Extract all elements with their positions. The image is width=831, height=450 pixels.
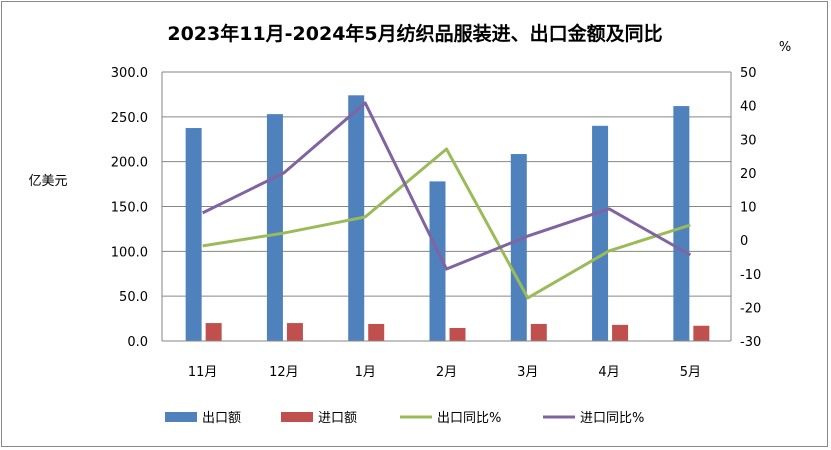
bar-export bbox=[266, 114, 283, 341]
bar-export bbox=[185, 128, 202, 341]
line-export-yoy bbox=[202, 147, 691, 300]
y2-tick-label: 0 bbox=[740, 234, 748, 249]
bar-import bbox=[368, 323, 385, 341]
bar-export bbox=[429, 181, 446, 341]
chart-title: 2023年11月-2024年5月纺织品服装进、出口金额及同比 bbox=[167, 22, 662, 45]
bar-export bbox=[673, 106, 690, 341]
x-tick-label: 4月 bbox=[598, 365, 619, 380]
y-axis-label: 亿美元 bbox=[28, 174, 67, 189]
legend-label: 出口额 bbox=[202, 411, 241, 426]
y-tick-label: 0.0 bbox=[127, 335, 148, 350]
y2-tick-label: -20 bbox=[740, 301, 761, 316]
y-tick-label: 50.0 bbox=[119, 290, 148, 305]
legend-label: 进口同比% bbox=[580, 411, 644, 426]
x-tick-label: 12月 bbox=[269, 365, 299, 380]
x-tick-label: 5月 bbox=[680, 365, 701, 380]
y-tick-label: 100.0 bbox=[111, 245, 148, 260]
bar-import bbox=[693, 325, 710, 341]
bar-import bbox=[205, 323, 222, 341]
y-tick-label: 200.0 bbox=[111, 156, 148, 171]
bar-import bbox=[530, 323, 547, 341]
y2-tick-label: 30 bbox=[740, 133, 757, 148]
x-tick-label: 2月 bbox=[436, 365, 457, 380]
legend-swatch bbox=[165, 412, 197, 422]
bar-export bbox=[592, 125, 609, 341]
y-tick-label: 300.0 bbox=[111, 66, 148, 81]
line-import-yoy bbox=[201, 101, 692, 271]
bar-import bbox=[449, 327, 466, 341]
y2-axis-label: % bbox=[779, 40, 791, 55]
legend-swatch bbox=[281, 412, 313, 422]
bar-import bbox=[286, 323, 303, 341]
y2-tick-label: 50 bbox=[740, 66, 757, 81]
y2-tick-label: 20 bbox=[740, 167, 757, 182]
y-tick-label: 250.0 bbox=[111, 111, 148, 126]
y2-tick-label: 10 bbox=[740, 201, 757, 216]
x-tick-label: 3月 bbox=[517, 365, 538, 380]
y2-tick-label: -30 bbox=[740, 335, 761, 350]
y2-tick-label: 40 bbox=[740, 100, 757, 115]
y-tick-label: 150.0 bbox=[111, 201, 148, 216]
bar-export bbox=[510, 154, 527, 341]
legend-label: 出口同比% bbox=[437, 411, 501, 426]
y2-tick-label: -10 bbox=[740, 268, 761, 283]
legend-label: 进口额 bbox=[318, 411, 357, 426]
x-tick-label: 11月 bbox=[188, 365, 218, 380]
x-tick-label: 1月 bbox=[355, 365, 376, 380]
bar-import bbox=[612, 324, 629, 341]
